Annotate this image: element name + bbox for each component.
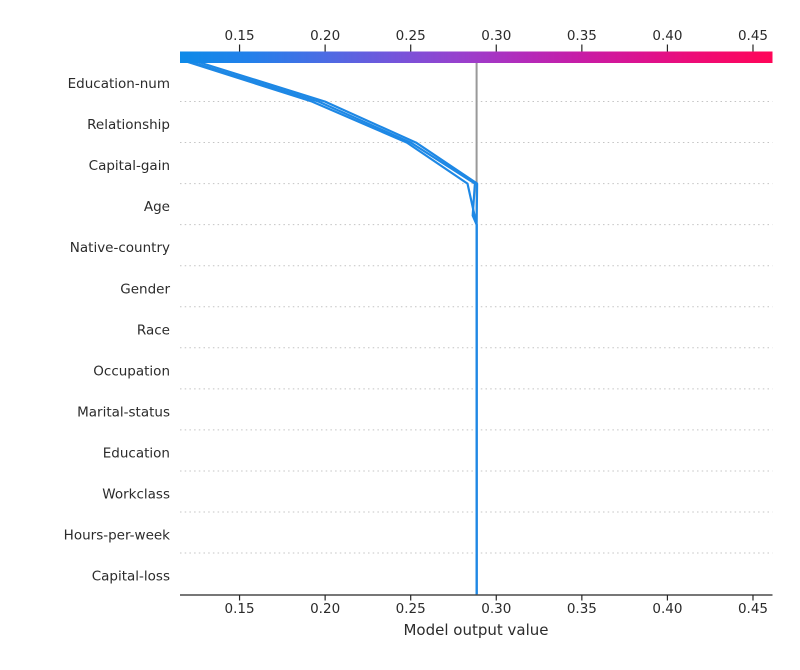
x-tick-label: 0.30 [481,601,511,617]
x-tick-label: 0.45 [738,601,768,617]
x-axis-title: Model output value [403,621,548,639]
colorbar [180,51,773,63]
x-tick-label: 0.35 [567,601,597,617]
colorbar-tick-label: 0.25 [396,28,426,44]
x-tick-label: 0.40 [652,601,682,617]
colorbar-gradient [180,51,773,63]
x-tick-label: 0.15 [225,601,255,617]
x-axis-bottom: 0.15 0.20 0.25 0.30 0.35 0.40 0.45 [180,594,773,617]
prediction-lines [182,59,479,595]
colorbar-tick-label: 0.15 [225,28,255,44]
feature-label: Occupation [93,363,170,379]
colorbar-tick-label: 0.30 [481,28,511,44]
feature-label: Native-country [70,240,170,256]
feature-label: Workclass [102,487,170,503]
feature-label: Gender [120,281,170,297]
prediction-line-observation-2 [185,59,478,595]
feature-label: Age [144,199,170,215]
feature-label: Race [137,322,170,338]
prediction-line-observation-1 [182,59,478,595]
colorbar-tick-label: 0.40 [652,28,682,44]
feature-label: Capital-gain [89,158,170,174]
feature-label: Hours-per-week [64,528,171,544]
prediction-line-observation-3 [192,59,479,595]
feature-label: Education-num [68,76,170,92]
feature-label: Marital-status [77,404,170,420]
feature-label: Relationship [87,117,170,133]
feature-labels: Education-num Relationship Capital-gain Age… [64,76,171,585]
colorbar-tick-label: 0.45 [738,28,768,44]
colorbar-tick-label: 0.35 [567,28,597,44]
feature-label: Capital-loss [92,569,170,585]
x-tick-label: 0.25 [396,601,426,617]
feature-label: Education [103,445,170,461]
colorbar-tick-label: 0.20 [310,28,340,44]
x-axis-top: 0.15 0.20 0.25 0.30 0.35 0.40 0.45 [225,28,768,53]
x-tick-label: 0.20 [310,601,340,617]
